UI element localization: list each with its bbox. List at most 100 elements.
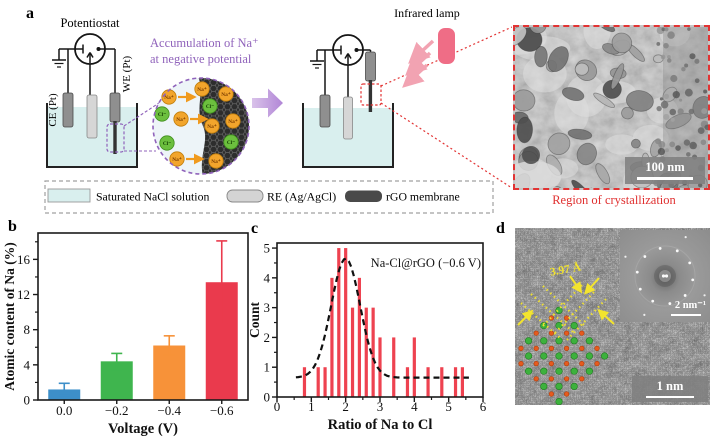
fft-pattern <box>624 236 706 316</box>
ce-electrode-2 <box>319 94 331 128</box>
svg-text:Na⁺: Na⁺ <box>176 117 186 123</box>
svg-text:5: 5 <box>264 241 271 256</box>
svg-text:3: 3 <box>264 300 271 315</box>
hist-bar <box>371 307 375 397</box>
fft-inset: 2 nm⁻¹ <box>620 230 710 322</box>
cl-ion: Cl⁻ <box>223 134 239 150</box>
gaussian-fit-curve <box>295 257 469 379</box>
tem-scalebar-label: 100 nm <box>645 160 685 175</box>
fft-scale-label: 2 nm⁻¹ <box>674 299 706 311</box>
panel-a-label: a <box>26 5 34 22</box>
svg-text:16: 16 <box>17 252 31 267</box>
panel-b-label: b <box>8 218 17 235</box>
beaker-2 <box>302 103 394 168</box>
svg-text:8: 8 <box>24 322 31 337</box>
na-ion: Na⁺ <box>208 153 224 169</box>
na-ion: Na⁺ <box>225 113 241 129</box>
hrtem-image: 3.97 Å 2 nm⁻¹ 1 nm <box>515 228 710 405</box>
na-ion: Na⁺ <box>194 81 210 97</box>
tem-image: 100 nm <box>513 25 710 190</box>
hrtem-scalebar-label: 1 nm <box>656 378 684 393</box>
region-caption: Region of crystallization <box>552 193 676 207</box>
svg-text:1: 1 <box>264 360 271 375</box>
hist-bar <box>302 367 307 397</box>
legend-swatch-solution <box>47 188 91 203</box>
re-electrode-2 <box>343 96 353 140</box>
potentiostat-icon <box>74 33 106 65</box>
ce-label: CE (Pt) <box>47 93 59 127</box>
svg-text:−0.2: −0.2 <box>105 403 129 418</box>
svg-text:2: 2 <box>264 330 271 345</box>
hist-bar <box>350 307 355 397</box>
potentiostat-icon-2 <box>332 34 364 66</box>
svg-text:12: 12 <box>17 287 30 302</box>
potentiostat-label: Potentiostat <box>60 16 120 30</box>
histogram-na-cl-ratio: 0 1 2 3 4 5 6 0 1 2 3 4 5 Na-Cl@rGO (−0.6 V) Ratio of … <box>250 241 487 433</box>
we-electrode-2 <box>365 51 376 82</box>
electrochemical-setup-schematic: Na⁺ Cl⁻ Na⁺ Cl⁻ Na⁺ Na⁺ Na⁺ Cl⁻ Na⁺ Na⁺ Cl⁻ Na⁺ <box>44 6 512 214</box>
hist-bar <box>405 367 410 397</box>
hist-bar <box>364 307 368 397</box>
accumulation-caption-line2: at negative potential <box>150 52 252 66</box>
legend-swatch-re <box>226 189 264 203</box>
na-ion: Na⁺ <box>173 111 209 127</box>
we-label: WE (Pt) <box>121 55 133 92</box>
svg-text:Cl⁻: Cl⁻ <box>158 112 166 118</box>
process-arrow-icon <box>252 88 283 118</box>
svg-text:Na⁺: Na⁺ <box>211 159 221 165</box>
hrtem-scalebar: 1 nm <box>632 376 708 402</box>
beaker <box>46 103 138 168</box>
legend-label-solution: Saturated NaCl solution <box>96 190 209 204</box>
hist-bar <box>426 367 430 397</box>
bar-chart-atomic-content: 0.0 −0.2 −0.4 −0.6 0 4 8 12 16 Voltage (V) Atomic … <box>2 232 249 437</box>
wires <box>52 48 116 95</box>
wires-2 <box>310 49 372 97</box>
panel-c-label: c <box>251 220 259 237</box>
cl-ion: Cl⁻ <box>202 98 218 114</box>
left-cell <box>46 33 160 168</box>
svg-text:Cl⁻: Cl⁻ <box>227 140 235 146</box>
hist-bar <box>330 277 334 397</box>
hist-bar <box>337 248 341 397</box>
svg-text:Atomic content of Na (%): Atomic content of Na (%) <box>2 242 17 390</box>
crystallization-region-box <box>360 83 382 106</box>
svg-text:Na⁺: Na⁺ <box>207 124 217 130</box>
svg-text:5: 5 <box>445 399 452 414</box>
legend-box: Saturated NaCl solution RE (Ag/AgCl) rGO… <box>44 180 494 214</box>
svg-text:−0.6: −0.6 <box>210 403 234 418</box>
tem-connector-bottom <box>380 102 512 189</box>
infrared-lamp-icon <box>402 28 455 88</box>
legend-label-rgo: rGO membrane <box>386 190 460 204</box>
accumulation-caption-line1: Accumulation of Na⁺ <box>150 36 259 50</box>
hrtem-scalebar-line <box>646 395 694 399</box>
histogram-annotation: Na-Cl@rGO (−0.6 V) <box>371 256 481 270</box>
hist-bar <box>460 367 464 397</box>
svg-text:Cl⁻: Cl⁻ <box>206 104 214 110</box>
na-ion: Na⁺ <box>169 151 205 167</box>
cl-ion: Cl⁻ <box>154 106 170 122</box>
rgo-membrane-rod-2 <box>368 80 373 112</box>
svg-text:Na⁺: Na⁺ <box>172 157 182 163</box>
hist-bar <box>453 367 458 397</box>
hist-bar <box>344 248 348 397</box>
svg-text:4: 4 <box>264 270 271 285</box>
na-ion: Na⁺ <box>204 118 220 134</box>
spacing-arrows <box>517 275 615 326</box>
svg-text:Na⁺: Na⁺ <box>197 87 207 93</box>
hist-bar <box>378 337 382 397</box>
ions: Na⁺ Cl⁻ Na⁺ Cl⁻ Na⁺ Na⁺ Na⁺ Cl⁻ Na⁺ Na⁺ Cl⁻ Na⁺ <box>154 81 241 169</box>
svg-text:3: 3 <box>377 399 384 414</box>
svg-text:−0.4: −0.4 <box>157 403 181 418</box>
svg-text:0: 0 <box>274 399 281 414</box>
tem-scalebar-line <box>637 176 693 180</box>
right-cell <box>302 26 512 189</box>
legend-swatch-rgo <box>345 190 382 202</box>
svg-text:Cl⁻: Cl⁻ <box>163 141 171 147</box>
svg-text:Na⁺: Na⁺ <box>221 92 231 98</box>
legend-label-re: RE (Ag/AgCl) <box>267 190 336 204</box>
cl-ion: Cl⁻ <box>159 135 175 151</box>
svg-text:2: 2 <box>342 399 349 414</box>
svg-text:Na⁺: Na⁺ <box>164 95 174 101</box>
na-ion: Na⁺ <box>161 89 197 105</box>
